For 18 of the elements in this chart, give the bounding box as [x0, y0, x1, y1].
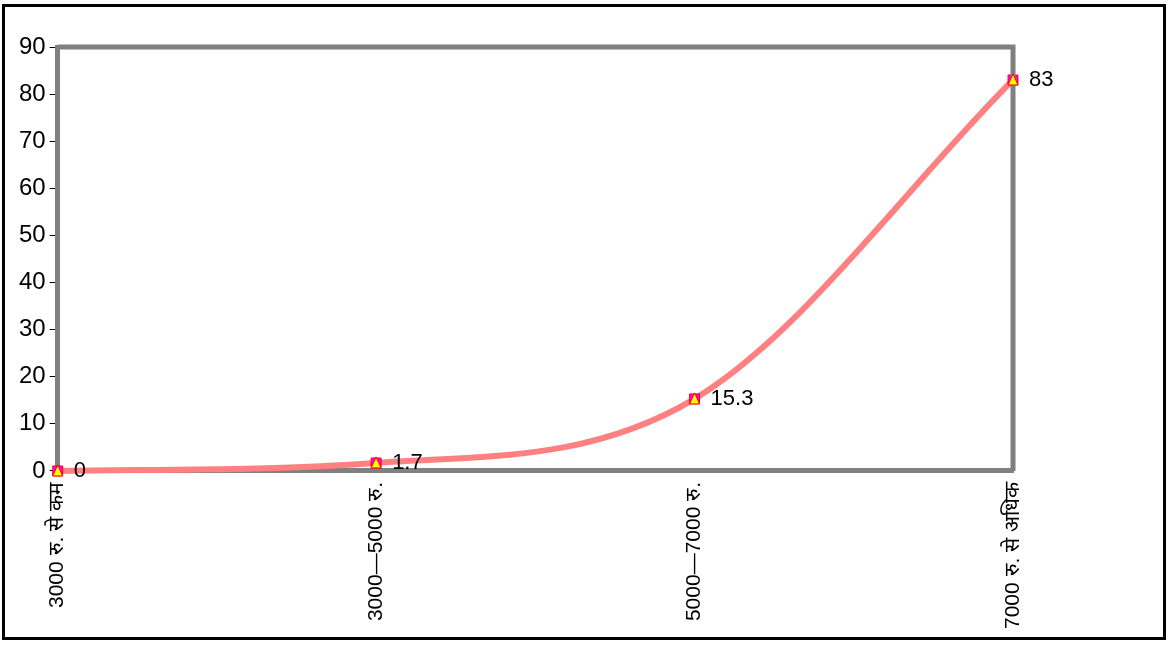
y-tick-label: 50: [18, 220, 46, 248]
x-tick-label: 3000 रु. से कम: [44, 481, 68, 609]
x-tick-label: 5000—7000 रु.: [681, 481, 705, 622]
y-tick-label: 80: [18, 78, 46, 106]
x-tick-label: 7000 रु. से अधिक: [999, 480, 1023, 630]
x-tick-label: 3000—5000 रु.: [362, 481, 386, 622]
y-tick-label: 10: [18, 408, 46, 436]
y-tick-label: 30: [18, 314, 46, 342]
data-label: 0: [73, 457, 86, 483]
y-tick-label: 90: [18, 31, 46, 59]
y-tick-label: 60: [18, 172, 46, 200]
y-tick-label: 20: [18, 361, 46, 389]
data-label: 83: [1029, 66, 1054, 92]
y-tick-label: 0: [32, 455, 46, 483]
data-label: 1.7: [392, 449, 423, 474]
y-tick-label: 70: [18, 125, 46, 153]
data-label: 15.3: [710, 384, 754, 410]
y-tick-label: 40: [18, 267, 46, 295]
